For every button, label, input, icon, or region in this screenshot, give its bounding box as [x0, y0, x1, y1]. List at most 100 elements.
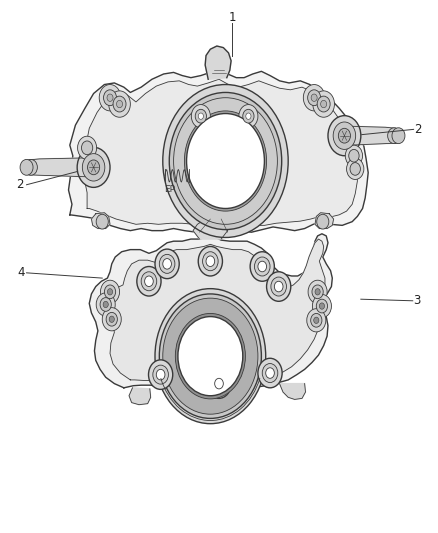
Circle shape	[169, 92, 282, 230]
Circle shape	[163, 259, 171, 269]
Circle shape	[78, 136, 97, 159]
Polygon shape	[68, 69, 368, 232]
Circle shape	[207, 369, 231, 398]
Text: 4: 4	[17, 266, 25, 279]
Circle shape	[243, 109, 254, 123]
Circle shape	[345, 145, 363, 166]
Circle shape	[312, 285, 323, 298]
Circle shape	[307, 90, 321, 106]
Circle shape	[100, 280, 120, 303]
Circle shape	[102, 308, 121, 331]
Circle shape	[350, 163, 360, 175]
Text: 2: 2	[16, 178, 24, 191]
Circle shape	[349, 149, 359, 162]
Circle shape	[254, 257, 270, 276]
Circle shape	[178, 317, 243, 395]
Circle shape	[107, 94, 113, 101]
Circle shape	[104, 285, 116, 298]
Circle shape	[175, 313, 245, 399]
Circle shape	[271, 277, 286, 296]
Circle shape	[316, 299, 328, 313]
Text: 2: 2	[414, 123, 422, 136]
Circle shape	[163, 85, 288, 238]
Circle shape	[307, 309, 326, 332]
Circle shape	[311, 94, 317, 101]
Polygon shape	[84, 79, 357, 225]
Circle shape	[317, 96, 330, 112]
Circle shape	[96, 214, 108, 229]
Circle shape	[77, 147, 110, 188]
Circle shape	[239, 104, 258, 128]
Circle shape	[198, 113, 203, 119]
Circle shape	[109, 316, 114, 322]
Circle shape	[321, 100, 327, 108]
Polygon shape	[279, 384, 305, 399]
Circle shape	[202, 252, 218, 271]
Circle shape	[81, 141, 93, 155]
Circle shape	[267, 272, 291, 301]
Circle shape	[266, 368, 274, 378]
Circle shape	[113, 96, 126, 112]
Polygon shape	[205, 46, 231, 79]
Polygon shape	[129, 388, 151, 405]
Circle shape	[137, 266, 161, 296]
Circle shape	[274, 281, 283, 292]
Circle shape	[145, 276, 153, 287]
Circle shape	[313, 91, 335, 117]
Circle shape	[392, 128, 405, 143]
Circle shape	[117, 100, 123, 108]
Circle shape	[258, 261, 267, 272]
Circle shape	[153, 365, 168, 384]
Text: 1: 1	[228, 11, 236, 24]
Circle shape	[103, 90, 117, 106]
Circle shape	[333, 122, 356, 149]
Polygon shape	[89, 234, 332, 395]
Circle shape	[250, 252, 274, 281]
Circle shape	[388, 128, 401, 143]
Polygon shape	[193, 219, 228, 239]
Circle shape	[191, 104, 210, 128]
Circle shape	[20, 159, 33, 175]
Circle shape	[346, 158, 364, 180]
Circle shape	[215, 378, 223, 389]
Circle shape	[184, 111, 267, 211]
Circle shape	[163, 298, 258, 414]
Circle shape	[312, 294, 332, 318]
Circle shape	[96, 293, 115, 316]
Circle shape	[107, 289, 113, 295]
Circle shape	[106, 312, 117, 326]
Circle shape	[314, 317, 319, 324]
Circle shape	[155, 249, 179, 279]
Circle shape	[25, 159, 37, 175]
Circle shape	[103, 301, 108, 308]
Circle shape	[304, 85, 325, 111]
Circle shape	[262, 364, 278, 383]
Circle shape	[141, 272, 157, 291]
Circle shape	[195, 109, 206, 123]
Circle shape	[338, 128, 350, 143]
Circle shape	[198, 246, 223, 276]
Circle shape	[187, 114, 265, 208]
Circle shape	[211, 374, 227, 393]
Circle shape	[308, 280, 327, 303]
Circle shape	[319, 303, 325, 309]
Circle shape	[148, 360, 173, 390]
Polygon shape	[92, 213, 110, 229]
Circle shape	[155, 289, 266, 424]
Circle shape	[88, 160, 100, 175]
Polygon shape	[24, 158, 89, 177]
Polygon shape	[200, 394, 238, 411]
Circle shape	[159, 254, 175, 273]
Circle shape	[315, 289, 320, 295]
Circle shape	[159, 294, 261, 418]
Circle shape	[311, 313, 322, 327]
Circle shape	[156, 369, 165, 380]
Circle shape	[206, 256, 215, 266]
Circle shape	[246, 113, 251, 119]
Circle shape	[109, 91, 131, 117]
Text: 3: 3	[413, 294, 421, 308]
Polygon shape	[109, 239, 325, 387]
Circle shape	[328, 116, 361, 156]
Circle shape	[99, 85, 121, 111]
Polygon shape	[315, 213, 334, 229]
